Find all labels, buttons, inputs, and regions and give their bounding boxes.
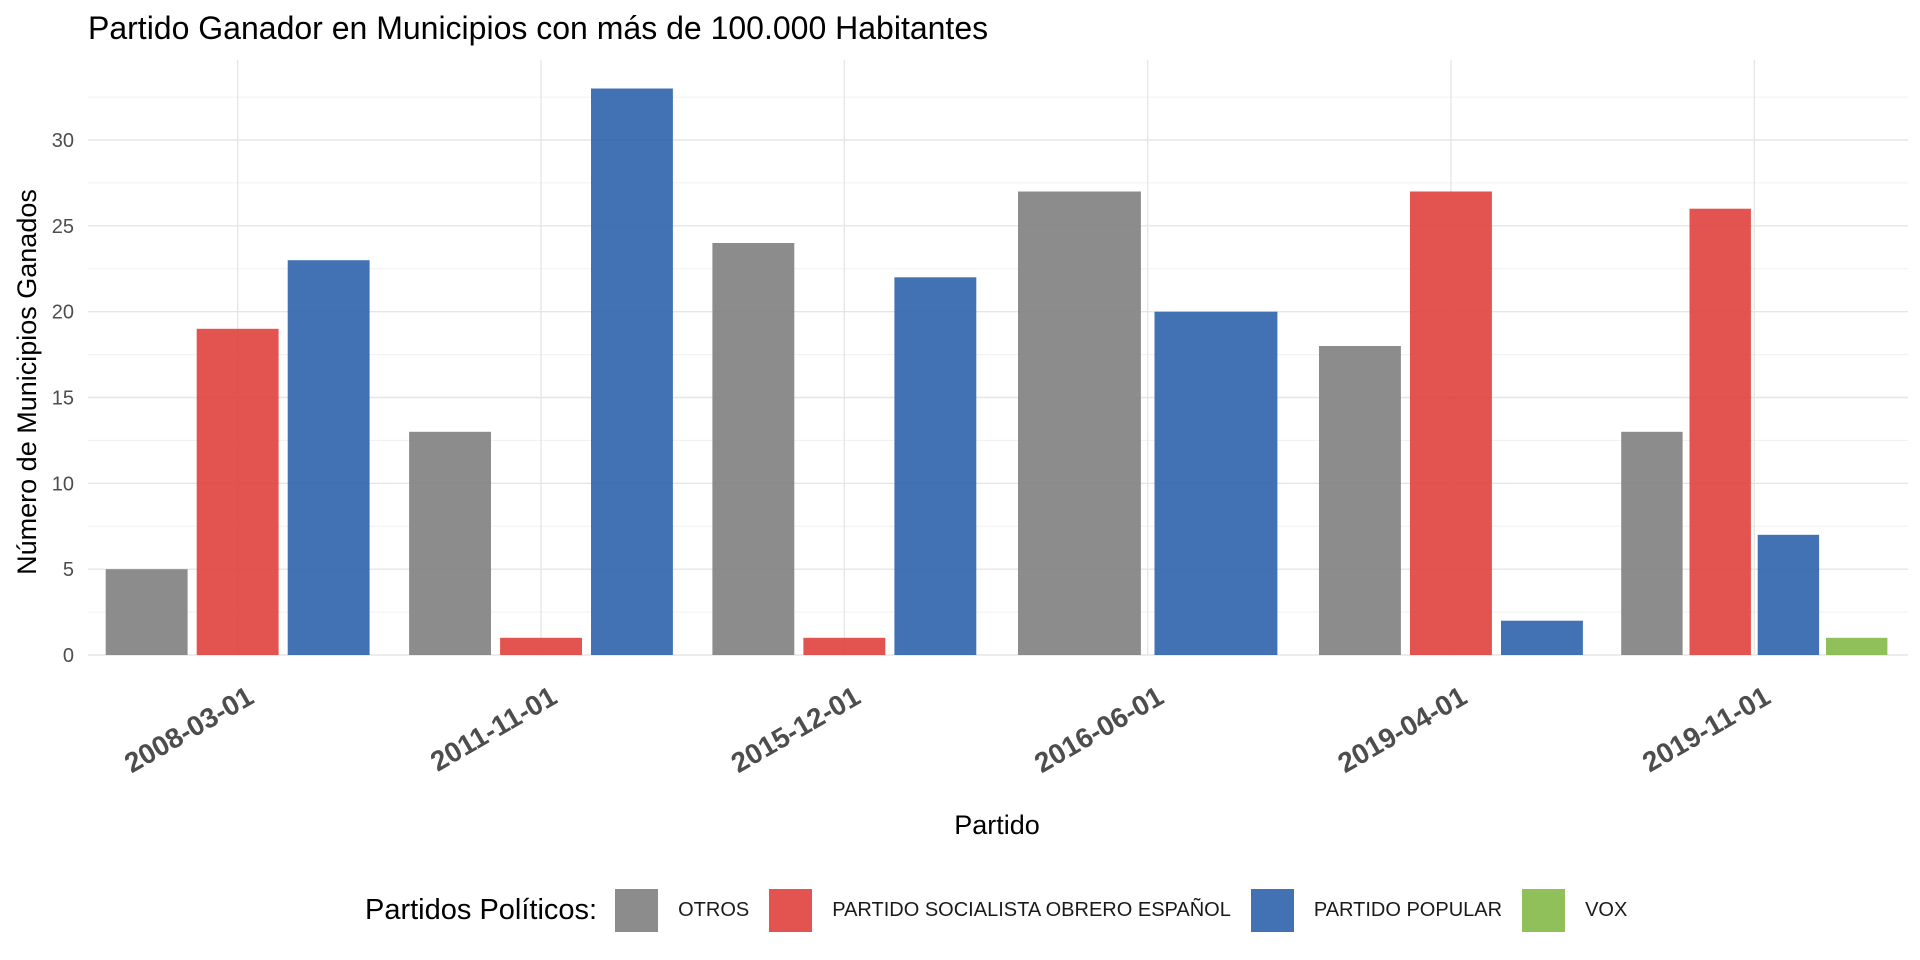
x-axis-label: Partido — [954, 810, 1040, 840]
legend-item: PARTIDO SOCIALISTA OBRERO ESPAÑOL — [769, 888, 1231, 932]
y-tick-label: 20 — [52, 302, 74, 324]
x-tick-label: 2011-11-01 — [425, 680, 562, 777]
bar-otros-2019-04-01 — [1319, 346, 1401, 655]
bar-otros-2019-11-01 — [1621, 431, 1683, 655]
y-tick-label: 5 — [63, 559, 74, 581]
x-tick-label: 2015-12-01 — [726, 680, 866, 778]
bar-partido-socialista-obrero-espa-ol-2008-03-01 — [196, 328, 279, 655]
legend-item: PARTIDO POPULAR — [1250, 888, 1503, 932]
legend-item: VOX — [1522, 888, 1628, 932]
legend-label: PARTIDO SOCIALISTA OBRERO ESPAÑOL — [832, 898, 1231, 921]
bar-partido-popular-2011-11-01 — [591, 88, 673, 655]
legend-swatch — [769, 888, 813, 932]
legend-label: VOX — [1585, 898, 1628, 921]
legend-title: Partidos Políticos: — [365, 893, 598, 926]
x-tick-label: 2019-11-01 — [1637, 680, 1775, 778]
bar-otros-2015-12-01 — [712, 243, 795, 655]
bars — [105, 88, 1888, 655]
bar-vox-2019-11-01 — [1826, 637, 1888, 655]
bar-otros-2008-03-01 — [105, 569, 188, 655]
x-axis-ticks: 2008-03-01 2011-11-01 2015-12-01 2016-06-01… — [119, 680, 1775, 778]
bar-partido-socialista-obrero-espa-ol-2019-11-01 — [1689, 208, 1751, 655]
bar-partido-socialista-obrero-espa-ol-2011-11-01 — [500, 637, 582, 655]
y-axis-ticks: 0 5 10 15 20 25 30 — [52, 130, 74, 667]
y-tick-label: 25 — [52, 216, 74, 238]
y-axis-label: Número de Municipios Ganados — [12, 189, 42, 575]
y-tick-label: 10 — [52, 473, 74, 495]
legend: Partidos Políticos: OTROS PARTIDO SOCIALI… — [0, 885, 1920, 935]
x-tick-label: 2008-03-01 — [119, 680, 259, 778]
bar-partido-popular-2015-12-01 — [894, 277, 977, 655]
legend-items: OTROS PARTIDO SOCIALISTA OBRERO ESPAÑOL PA… — [615, 888, 1647, 932]
bar-partido-socialista-obrero-espa-ol-2019-04-01 — [1410, 191, 1492, 655]
y-tick-label: 15 — [52, 388, 74, 410]
bar-partido-popular-2019-04-01 — [1501, 620, 1583, 655]
legend-label: PARTIDO POPULAR — [1313, 898, 1503, 921]
legend-swatch — [1250, 888, 1294, 932]
legend-label: OTROS — [678, 898, 750, 921]
chart-title: Partido Ganador en Municipios con más de… — [88, 10, 989, 46]
legend-swatch — [1522, 888, 1566, 932]
bar-chart: 0 5 10 15 20 25 30 2008-03-01 2011-11-01 2015-12… — [12, 60, 1908, 840]
bar-otros-2016-06-01 — [1018, 191, 1141, 655]
x-tick-label: 2016-06-01 — [1029, 680, 1169, 778]
bar-partido-popular-2008-03-01 — [287, 260, 370, 655]
legend-item: OTROS — [615, 888, 750, 932]
grid-lines — [88, 60, 1908, 656]
legend-swatch — [615, 888, 659, 932]
x-tick-label: 2019-04-01 — [1332, 680, 1472, 778]
y-tick-label: 30 — [52, 130, 74, 152]
bar-partido-popular-2016-06-01 — [1154, 311, 1278, 655]
bar-otros-2011-11-01 — [409, 431, 491, 655]
bar-partido-popular-2019-11-01 — [1757, 534, 1820, 655]
y-tick-label: 0 — [63, 645, 74, 667]
bar-partido-socialista-obrero-espa-ol-2015-12-01 — [803, 637, 886, 655]
